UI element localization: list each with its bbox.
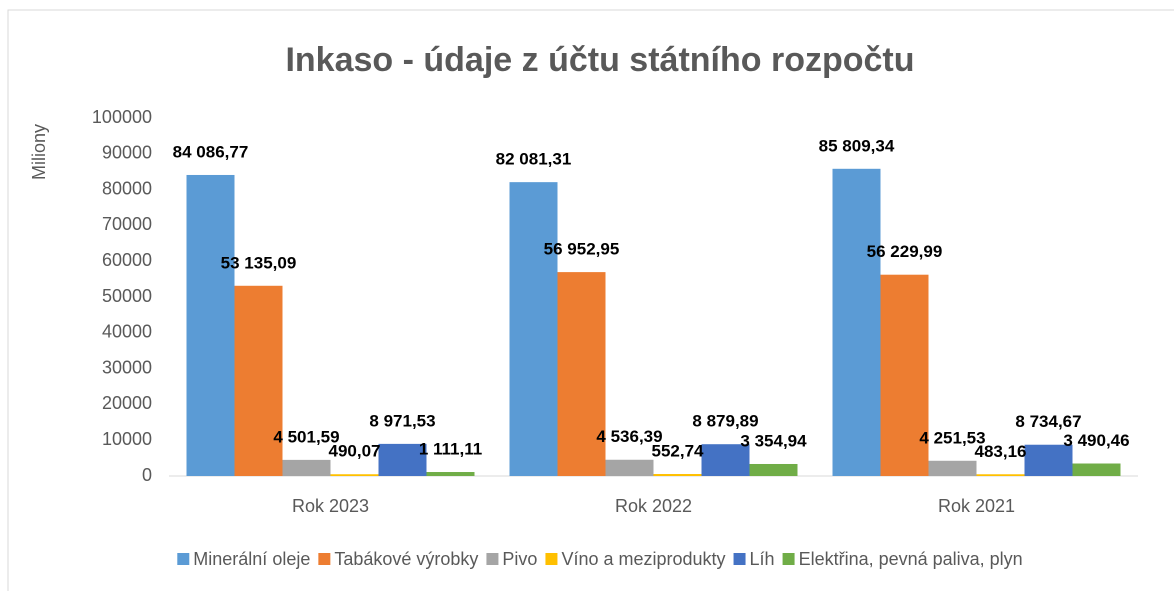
data-label: 552,74 xyxy=(652,442,705,461)
bar xyxy=(701,444,750,476)
bar xyxy=(378,443,427,476)
legend-label: Elektřina, pevná paliva, plyn xyxy=(799,549,1023,569)
y-tick-label: 90000 xyxy=(102,143,152,163)
y-tick-label: 0 xyxy=(142,465,152,485)
data-label: 1 111,11 xyxy=(419,440,482,459)
data-label: 84 086,77 xyxy=(173,142,249,161)
y-tick-label: 80000 xyxy=(102,178,152,198)
bar xyxy=(653,474,702,476)
bar xyxy=(880,274,929,476)
data-label: 483,16 xyxy=(975,442,1027,461)
bar xyxy=(186,174,235,476)
y-tick-label: 100000 xyxy=(92,107,152,127)
y-tick-label: 60000 xyxy=(102,250,152,270)
bar xyxy=(426,472,475,476)
bar xyxy=(1024,444,1073,476)
y-tick-label: 40000 xyxy=(102,322,152,342)
y-tick-label: 30000 xyxy=(102,357,152,377)
data-label: 4 536,39 xyxy=(596,427,662,446)
bar xyxy=(1072,463,1121,476)
bar xyxy=(605,459,654,476)
data-label: 82 081,31 xyxy=(496,150,572,169)
chart-title: Inkaso - údaje z účtu státního rozpočtu xyxy=(285,41,914,79)
y-tick-label: 50000 xyxy=(102,286,152,306)
bar xyxy=(557,272,606,476)
x-tick-label: Rok 2022 xyxy=(615,496,692,516)
data-label: 4 251,53 xyxy=(919,428,985,447)
data-label: 3 490,46 xyxy=(1063,431,1129,450)
legend-label: Líh xyxy=(750,549,775,569)
data-label: 8 879,89 xyxy=(692,412,758,431)
legend-label: Tabákové výrobky xyxy=(334,549,478,569)
legend-swatch xyxy=(486,553,499,565)
bar xyxy=(749,463,798,476)
bar xyxy=(330,474,379,476)
legend-swatch xyxy=(545,553,558,565)
x-tick-label: Rok 2023 xyxy=(292,496,369,516)
y-axis-label: Miliony xyxy=(29,124,49,180)
bar xyxy=(234,285,283,476)
bar xyxy=(928,460,977,476)
data-label: 53 135,09 xyxy=(221,253,297,272)
data-label: 85 809,34 xyxy=(819,136,895,155)
data-label: 4 501,59 xyxy=(273,427,339,446)
bar xyxy=(282,459,331,476)
bar xyxy=(509,182,558,476)
y-tick-label: 20000 xyxy=(102,393,152,413)
legend-swatch xyxy=(318,553,331,565)
legend-swatch xyxy=(782,553,795,565)
legend-label: Pivo xyxy=(502,549,537,569)
data-label: 490,07 xyxy=(329,442,381,461)
data-label: 56 952,95 xyxy=(544,240,620,259)
legend-swatch xyxy=(733,553,746,565)
bar xyxy=(976,474,1025,476)
data-label: 56 229,99 xyxy=(867,242,943,261)
data-label: 8 734,67 xyxy=(1015,412,1081,431)
bar xyxy=(832,168,881,477)
legend-swatch xyxy=(177,553,190,565)
y-tick-label: 70000 xyxy=(102,214,152,234)
legend-label: Minerální oleje xyxy=(193,549,310,569)
data-label: 3 354,94 xyxy=(740,431,807,450)
legend-label: Víno a meziprodukty xyxy=(561,549,725,569)
data-label: 8 971,53 xyxy=(369,411,435,430)
x-tick-label: Rok 2021 xyxy=(938,496,1015,516)
y-tick-label: 10000 xyxy=(102,429,152,449)
